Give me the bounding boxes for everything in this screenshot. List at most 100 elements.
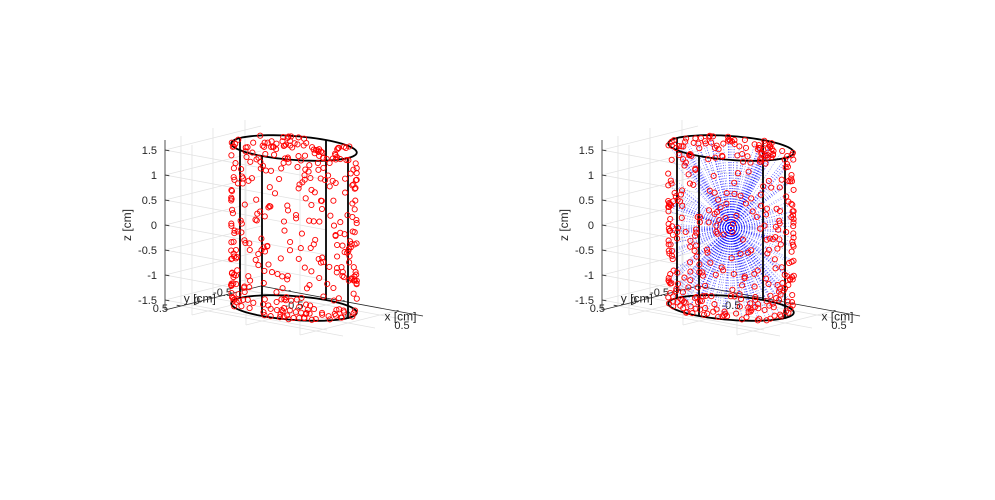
sample-point xyxy=(333,265,341,272)
sample-point xyxy=(261,213,268,220)
center-ray xyxy=(722,227,732,317)
center-ray xyxy=(669,227,732,254)
sample-point xyxy=(278,296,285,303)
center-ray xyxy=(685,141,732,229)
sample-point xyxy=(765,177,772,184)
sample-point xyxy=(238,229,245,236)
sample-point xyxy=(245,273,252,280)
sample-point xyxy=(273,146,280,153)
center-ray xyxy=(690,227,732,307)
sample-point xyxy=(687,243,694,250)
sample-point xyxy=(733,212,740,219)
sample-point xyxy=(295,153,302,160)
sample-point xyxy=(340,274,347,281)
y-axis-label: y [cm] xyxy=(184,291,216,305)
sample-point xyxy=(784,163,791,170)
center-ray xyxy=(672,227,732,235)
sample-point xyxy=(353,220,360,227)
sample-point xyxy=(249,149,256,156)
sample-point xyxy=(773,295,780,302)
sample-point xyxy=(291,140,298,147)
sample-point xyxy=(738,316,745,323)
sample-point xyxy=(255,262,262,269)
sample-point xyxy=(284,207,292,214)
sample-point xyxy=(696,261,703,268)
center-ray xyxy=(730,227,792,262)
sample-point xyxy=(229,210,236,217)
sample-point xyxy=(260,309,267,316)
sample-point xyxy=(314,147,321,154)
sample-point xyxy=(308,186,315,193)
sample-point xyxy=(296,303,303,310)
sample-point xyxy=(754,317,761,324)
z-axis-label: z [cm] xyxy=(557,209,571,241)
center-ray xyxy=(677,227,732,233)
sample-point xyxy=(349,200,356,207)
sample-point xyxy=(730,270,737,278)
center-ray xyxy=(727,136,732,229)
sample-point xyxy=(674,228,681,236)
sample-point xyxy=(330,297,337,304)
center-ray xyxy=(730,227,783,284)
sample-point xyxy=(696,269,703,276)
sample-point xyxy=(720,140,727,147)
y-tick-label: -0.5 xyxy=(213,287,232,299)
sample-point xyxy=(228,195,235,203)
sample-point xyxy=(779,280,786,287)
sample-point xyxy=(674,224,681,232)
center-ray xyxy=(730,227,793,296)
sample-point xyxy=(724,137,731,144)
sample-point xyxy=(756,315,763,322)
sample-point xyxy=(716,216,723,224)
center-ray xyxy=(705,227,732,296)
sample-point xyxy=(703,246,711,253)
sample-point xyxy=(329,155,336,162)
sample-point xyxy=(752,294,759,301)
sample-point xyxy=(665,294,672,301)
sample-point xyxy=(352,160,359,167)
sample-point xyxy=(668,280,675,287)
center-ray xyxy=(730,214,794,229)
sample-point xyxy=(274,270,281,278)
sample-point xyxy=(228,187,235,194)
sample-point xyxy=(320,164,327,171)
sample-point xyxy=(665,170,672,177)
sample-point xyxy=(316,274,323,282)
center-ray xyxy=(668,206,732,229)
center-ray xyxy=(730,163,766,229)
center-ray xyxy=(680,194,732,229)
center-ray xyxy=(729,140,732,229)
sample-point xyxy=(346,259,353,266)
sample-point xyxy=(753,213,760,221)
sample-point xyxy=(237,217,244,224)
sample-point xyxy=(330,222,338,229)
sample-point xyxy=(722,214,729,222)
sample-point xyxy=(262,150,269,158)
center-ray xyxy=(727,140,732,229)
center-ray xyxy=(730,139,746,229)
center-ray xyxy=(730,205,762,229)
sample-point xyxy=(230,238,237,245)
sample-point xyxy=(342,189,349,196)
sample-point xyxy=(781,285,788,292)
sample-point xyxy=(335,295,342,302)
sample-point xyxy=(668,142,675,149)
sample-point xyxy=(669,298,677,305)
sample-point xyxy=(665,274,672,282)
sample-point xyxy=(240,284,248,291)
sample-point xyxy=(279,273,286,280)
sample-point xyxy=(233,253,240,261)
sample-point xyxy=(284,312,291,319)
sample-point xyxy=(681,274,688,281)
center-ray xyxy=(677,227,732,273)
y-tick-label: 0.5 xyxy=(590,303,605,315)
sample-point xyxy=(343,157,350,164)
sample-point xyxy=(681,162,688,169)
sample-point xyxy=(731,293,738,300)
center-ray xyxy=(697,227,732,288)
sample-point xyxy=(788,248,795,255)
sample-point xyxy=(736,303,743,310)
sample-point xyxy=(752,303,759,311)
sample-point xyxy=(687,237,694,244)
sample-point xyxy=(790,186,797,193)
